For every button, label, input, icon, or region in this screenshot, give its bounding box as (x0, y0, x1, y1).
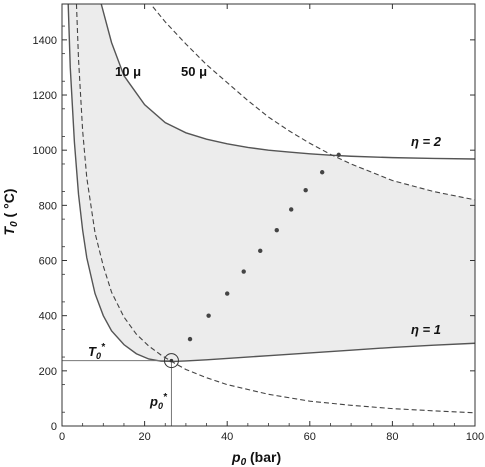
x-tick-label: 0 (59, 431, 65, 443)
curve-3 (152, 6, 475, 201)
dotted-path-layer (187, 152, 341, 342)
path-dot (274, 227, 279, 233)
annotation-p0-star: p0* (149, 392, 168, 411)
y-tick-label: 1000 (33, 145, 57, 157)
feasible-region (68, 4, 475, 362)
y-tick-label: 1400 (33, 35, 57, 47)
x-tick-label: 40 (221, 431, 233, 443)
path-dot (289, 207, 294, 212)
y-tick-label: 200 (39, 366, 57, 378)
y-axis-label: T0 ( °C) (1, 189, 20, 236)
path-dot (206, 313, 211, 318)
path-dot (319, 170, 325, 175)
annotation-eta1: η = 1 (411, 322, 441, 337)
curve-2 (75, 4, 475, 414)
y-tick-label: 400 (39, 311, 57, 323)
path-dot (303, 187, 308, 193)
x-tick-label: 100 (466, 431, 484, 443)
annotation-mu50: 50 μ (181, 64, 207, 79)
path-dot (258, 248, 263, 254)
annotation-t0-star: T0* (88, 342, 106, 361)
x-tick-label: 20 (138, 431, 150, 443)
curve-0 (100, 4, 475, 160)
path-dot (336, 152, 341, 158)
path-dot (241, 269, 246, 274)
y-tick-label: 1200 (33, 90, 57, 102)
operating-point-dot (169, 358, 174, 363)
y-tick-label: 800 (39, 200, 57, 212)
curves-layer (67, 4, 475, 414)
x-tick-label: 60 (304, 431, 316, 443)
annotation-mu10: 10 μ (115, 64, 141, 79)
annotation-eta2: η = 2 (411, 134, 442, 149)
reference-lines-layer (62, 353, 179, 426)
curve-1 (67, 4, 475, 363)
y-tick-label: 0 (51, 421, 57, 433)
operating-point-circle (163, 353, 179, 369)
y-tick-label: 600 (39, 256, 57, 268)
x-tick-label: 80 (386, 431, 398, 443)
x-axis-label: p0 (bar) (231, 449, 281, 467)
path-dot (187, 336, 193, 342)
shaded-region-layer (68, 4, 475, 362)
path-dot (225, 291, 230, 296)
